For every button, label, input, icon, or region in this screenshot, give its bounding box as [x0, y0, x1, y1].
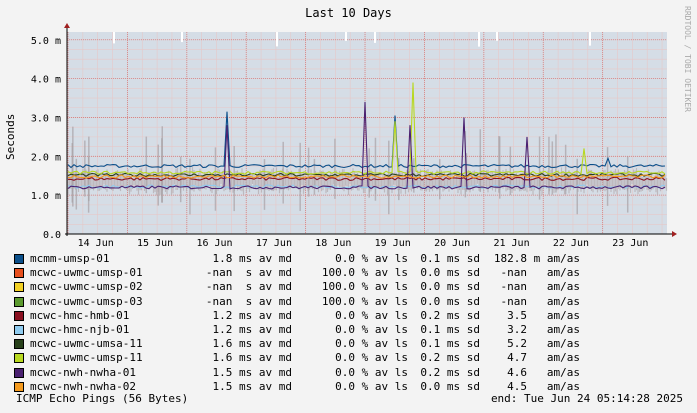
- legend-swatch: [14, 268, 24, 279]
- series-line: [67, 172, 666, 178]
- legend-sd: 0.2 ms sd: [420, 365, 480, 379]
- series-line: [67, 174, 666, 179]
- x-tick-label: 17 Jun: [256, 238, 292, 249]
- legend-avg: 1.6 ms av md: [212, 337, 292, 351]
- legend-amas: 3.2 am/as: [507, 322, 580, 336]
- legend-swatch: [14, 381, 24, 392]
- legend-loss: 100.0 % av ls: [321, 294, 408, 308]
- legend-swatch: [14, 254, 24, 265]
- legend-entry: mcwc-nwh-nwha-01 1.5 ms av md 0.0 % av ls 0…: [14, 366, 580, 380]
- legend-swatch: [14, 310, 24, 321]
- legend-swatch: [14, 296, 24, 307]
- legend-avg: -nan s av md: [205, 266, 292, 280]
- legend-name: mcwc-nwh-nwha-01: [30, 365, 136, 379]
- legend-loss: 0.0 % av ls: [335, 308, 408, 322]
- legend-avg: 1.2 ms av md: [212, 308, 292, 322]
- legend-avg: -nan s av md: [205, 294, 292, 308]
- y-tick-label: 3.0 m: [31, 113, 61, 124]
- legend-sd: 0.0 ms sd: [420, 294, 480, 308]
- legend-sd: 0.1 ms sd: [420, 322, 480, 336]
- x-tick-label: 21 Jun: [493, 238, 529, 249]
- x-tick-label: 16 Jun: [196, 238, 232, 249]
- legend-amas: -nan am/as: [500, 280, 580, 294]
- legend-entry: mcwc-uwmc-umsp-02 -nan s av md 100.0 % av …: [14, 280, 580, 294]
- legend-entry: mcwc-nwh-nwha-02 1.5 ms av md 0.0 % av ls 0…: [14, 380, 580, 394]
- legend-loss: 100.0 % av ls: [321, 280, 408, 294]
- y-tick-label: 2.0 m: [31, 152, 61, 163]
- legend-loss: 100.0 % av ls: [321, 266, 408, 280]
- legend-amas: 4.5 am/as: [507, 379, 580, 393]
- legend-entry: mcwc-uwmc-umsp-11 1.6 ms av md 0.0 % av ls…: [14, 351, 580, 365]
- x-tick-label: 22 Jun: [553, 238, 589, 249]
- legend-sd: 0.1 ms sd: [420, 252, 480, 265]
- legend-loss: 0.0 % av ls: [335, 337, 408, 351]
- legend-avg: 1.8 ms av md: [212, 252, 292, 265]
- y-tick-label: 4.0 m: [31, 75, 61, 86]
- y-axis-arrow: [64, 23, 70, 28]
- legend-sd: 0.0 ms sd: [420, 379, 480, 393]
- legend-amas: 5.2 am/as: [507, 337, 580, 351]
- chart-title: Last 10 Days: [305, 6, 392, 20]
- x-tick-label: 15 Jun: [137, 238, 173, 249]
- legend-name: mcmm-umsp-01: [30, 252, 110, 265]
- legend-amas: -nan am/as: [500, 294, 580, 308]
- legend-swatch: [14, 353, 24, 364]
- legend-avg: 1.5 ms av md: [212, 365, 292, 379]
- y-tick-label: 1.0 m: [31, 191, 61, 202]
- legend-name: mcwc-hmc-hmb-01: [30, 308, 130, 322]
- legend-sd: 0.0 ms sd: [420, 280, 480, 294]
- x-axis-arrow: [672, 231, 677, 237]
- legend-loss: 0.0 % av ls: [335, 379, 408, 393]
- series-line: [67, 82, 666, 176]
- legend-entry: mcwc-hmc-njb-01 1.2 ms av md 0.0 % av ls 0.…: [14, 323, 580, 337]
- legend-loss: 0.0 % av ls: [335, 365, 408, 379]
- legend-sd: 0.1 ms sd: [420, 337, 480, 351]
- legend-amas: 4.7 am/as: [507, 351, 580, 365]
- legend-amas: -nan am/as: [500, 266, 580, 280]
- y-tick-label: 5.0 m: [31, 36, 61, 47]
- x-tick-label: 20 Jun: [434, 238, 470, 249]
- x-tick-label: 19 Jun: [375, 238, 411, 249]
- footer-end-time: end: Tue Jun 24 05:14:28 2025: [490, 392, 683, 405]
- legend-name: mcwc-uwmc-umsp-11: [30, 351, 143, 365]
- legend-amas: 182.8 m am/as: [493, 252, 580, 265]
- legend-entry: mcwc-hmc-hmb-01 1.2 ms av md 0.0 % av ls 0.…: [14, 309, 580, 323]
- legend-swatch: [14, 282, 24, 293]
- legend-entry: mcwc-uwmc-umsp-03 -nan s av md 100.0 % av …: [14, 295, 580, 309]
- legend-sd: 0.0 ms sd: [420, 266, 480, 280]
- legend-name: mcwc-uwmc-umsp-02: [30, 280, 143, 294]
- legend-name: mcwc-uwmc-umsa-11: [30, 337, 143, 351]
- legend-entry: mcwc-uwmc-umsa-11 1.6 ms av md 0.0 % av ls…: [14, 337, 580, 351]
- y-tick-label: 0.0: [43, 230, 61, 241]
- series-line: [67, 111, 666, 169]
- legend-entry: mcmm-umsp-01 1.8 ms av md 0.0 % av ls 0.1 m…: [14, 252, 580, 266]
- legend-name: mcwc-nwh-nwha-02: [30, 379, 136, 393]
- legend-name: mcwc-uwmc-umsp-03: [30, 294, 143, 308]
- legend-avg: 1.5 ms av md: [212, 379, 292, 393]
- legend-loss: 0.0 % av ls: [335, 351, 408, 365]
- legend-swatch: [14, 367, 24, 378]
- legend-swatch: [14, 339, 24, 350]
- legend-avg: 1.2 ms av md: [212, 322, 292, 336]
- legend-sd: 0.2 ms sd: [420, 308, 480, 322]
- legend-entry: mcwc-uwmc-umsp-01 -nan s av md 100.0 % av …: [14, 266, 580, 280]
- legend-avg: 1.6 ms av md: [212, 351, 292, 365]
- legend-amas: 3.5 am/as: [507, 308, 580, 322]
- legend: mcmm-umsp-01 1.8 ms av md 0.0 % av ls 0.1 m…: [14, 252, 580, 394]
- footer-title: ICMP Echo Pings (56 Bytes): [16, 392, 189, 405]
- legend-loss: 0.0 % av ls: [335, 322, 408, 336]
- legend-sd: 0.2 ms sd: [420, 351, 480, 365]
- legend-name: mcwc-hmc-njb-01: [30, 322, 130, 336]
- legend-avg: -nan s av md: [205, 280, 292, 294]
- plot-background: [67, 32, 667, 234]
- legend-amas: 4.6 am/as: [507, 365, 580, 379]
- legend-loss: 0.0 % av ls: [335, 252, 408, 265]
- legend-name: mcwc-uwmc-umsp-01: [30, 266, 143, 280]
- x-tick-label: 14 Jun: [78, 238, 114, 249]
- series-line: [67, 101, 666, 190]
- legend-swatch: [14, 325, 24, 336]
- x-tick-label: 23 Jun: [612, 238, 648, 249]
- x-tick-label: 18 Jun: [315, 238, 351, 249]
